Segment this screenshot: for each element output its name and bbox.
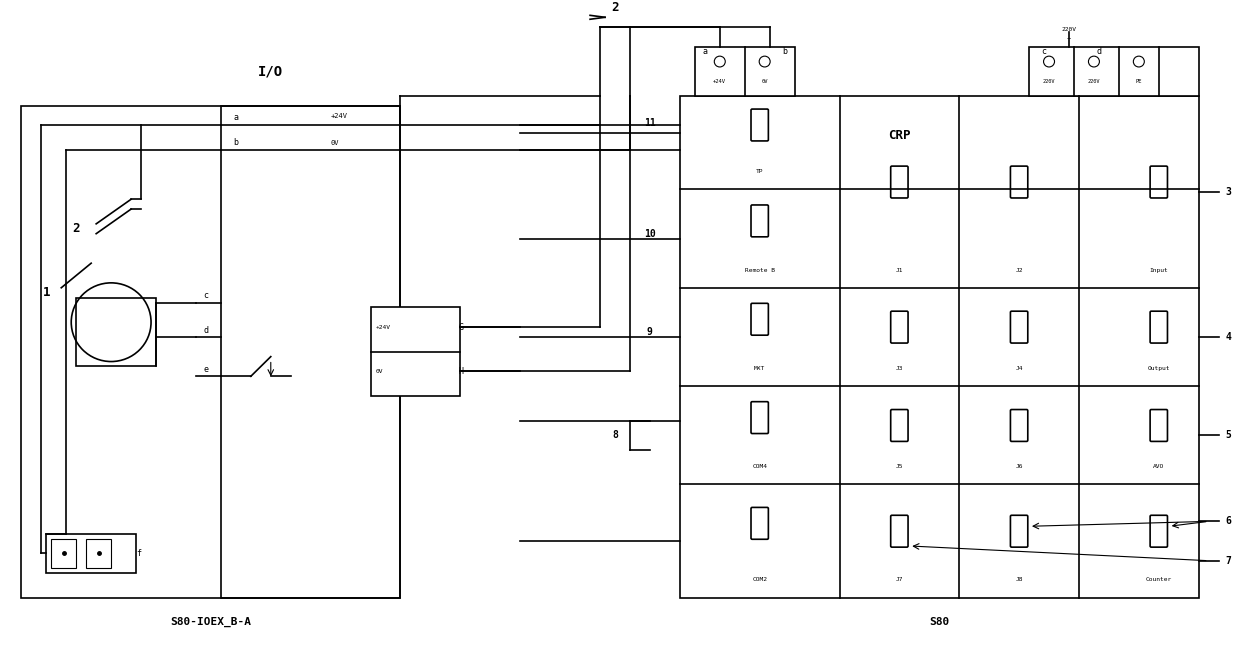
- Text: G: G: [459, 322, 464, 332]
- Text: 2: 2: [72, 222, 79, 236]
- Text: 7: 7: [1225, 556, 1231, 566]
- Text: Counter: Counter: [1146, 577, 1172, 582]
- Bar: [76, 297, 156, 367]
- Text: S80: S80: [929, 617, 950, 627]
- Bar: [21, 106, 401, 597]
- Text: COM2: COM2: [753, 577, 768, 582]
- Text: 0V: 0V: [376, 369, 383, 374]
- Text: +24V: +24V: [331, 113, 347, 118]
- Text: e: e: [203, 365, 208, 374]
- FancyBboxPatch shape: [1011, 515, 1028, 547]
- Text: 220V: 220V: [1043, 79, 1055, 84]
- Bar: [1029, 47, 1199, 96]
- Bar: [51, 539, 76, 568]
- Text: J7: J7: [895, 577, 903, 582]
- Text: a: a: [702, 47, 707, 56]
- FancyBboxPatch shape: [1151, 311, 1168, 343]
- Text: 5: 5: [1225, 430, 1231, 440]
- Text: J4: J4: [1016, 366, 1023, 371]
- FancyBboxPatch shape: [751, 401, 769, 434]
- FancyBboxPatch shape: [890, 409, 908, 442]
- Text: 11: 11: [644, 118, 656, 128]
- Bar: [680, 96, 1199, 597]
- FancyBboxPatch shape: [751, 303, 769, 335]
- Text: 4: 4: [1225, 332, 1231, 342]
- Text: 10: 10: [644, 229, 656, 239]
- Text: Input: Input: [1149, 268, 1168, 272]
- Text: 2: 2: [611, 1, 619, 14]
- Text: 220V: 220V: [1061, 26, 1076, 32]
- FancyBboxPatch shape: [1011, 311, 1028, 343]
- Circle shape: [714, 56, 725, 67]
- Text: Remote B: Remote B: [745, 268, 775, 272]
- Text: AVO: AVO: [1153, 465, 1164, 469]
- FancyBboxPatch shape: [890, 311, 908, 343]
- Text: 6: 6: [1225, 517, 1231, 526]
- Bar: [694, 47, 795, 96]
- FancyBboxPatch shape: [1151, 409, 1168, 442]
- Text: b: b: [782, 47, 787, 56]
- Text: d: d: [203, 326, 208, 334]
- Text: f: f: [136, 549, 141, 558]
- FancyBboxPatch shape: [1151, 166, 1168, 198]
- Text: J1: J1: [895, 268, 903, 272]
- FancyBboxPatch shape: [751, 205, 769, 237]
- Bar: [87, 539, 112, 568]
- Text: J6: J6: [1016, 465, 1023, 469]
- Bar: [221, 106, 401, 597]
- FancyBboxPatch shape: [751, 109, 769, 141]
- FancyBboxPatch shape: [1151, 515, 1168, 547]
- Circle shape: [1089, 56, 1100, 67]
- Text: a: a: [233, 113, 238, 122]
- Text: c: c: [203, 291, 208, 300]
- FancyBboxPatch shape: [1011, 166, 1028, 198]
- Text: COM4: COM4: [753, 465, 768, 469]
- Text: TP: TP: [756, 169, 764, 174]
- Text: +24V: +24V: [713, 79, 727, 84]
- FancyBboxPatch shape: [751, 507, 769, 540]
- Text: ~: ~: [1066, 36, 1071, 42]
- Text: J3: J3: [895, 366, 903, 371]
- Text: 3: 3: [1225, 187, 1231, 197]
- Text: MXT: MXT: [754, 366, 765, 371]
- Circle shape: [71, 283, 151, 361]
- Text: b: b: [233, 138, 238, 147]
- Text: 220V: 220V: [1087, 79, 1100, 84]
- Text: J5: J5: [895, 465, 903, 469]
- Text: I/O: I/O: [258, 64, 284, 78]
- Text: J2: J2: [1016, 268, 1023, 272]
- Text: 8: 8: [613, 430, 618, 440]
- Text: Output: Output: [1147, 366, 1171, 371]
- Bar: [46, 534, 136, 573]
- Text: d: d: [1096, 47, 1101, 56]
- Circle shape: [1133, 56, 1145, 67]
- Circle shape: [759, 56, 770, 67]
- Text: +24V: +24V: [376, 324, 391, 330]
- FancyBboxPatch shape: [890, 166, 908, 198]
- FancyBboxPatch shape: [1011, 409, 1028, 442]
- Text: S80-IOEX_B-A: S80-IOEX_B-A: [170, 617, 252, 627]
- Text: c: c: [1042, 47, 1047, 56]
- Bar: [371, 307, 460, 396]
- Text: H: H: [459, 367, 464, 376]
- Text: 9: 9: [647, 327, 653, 337]
- Text: J8: J8: [1016, 577, 1023, 582]
- Text: CRP: CRP: [888, 129, 910, 142]
- Text: 1: 1: [42, 286, 50, 299]
- Circle shape: [1044, 56, 1054, 67]
- Text: 0V: 0V: [761, 79, 768, 84]
- FancyBboxPatch shape: [890, 515, 908, 547]
- Text: 0V: 0V: [331, 140, 340, 146]
- Text: PE: PE: [1136, 79, 1142, 84]
